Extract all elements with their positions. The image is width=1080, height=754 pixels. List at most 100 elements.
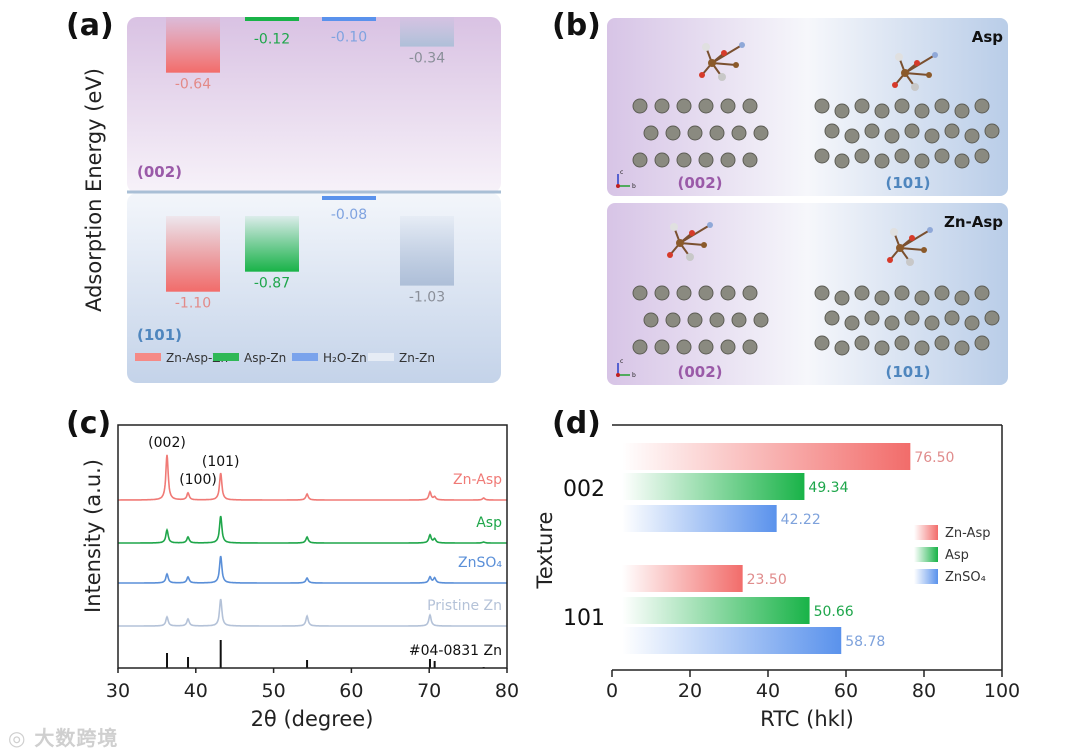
molecule-atom <box>689 230 695 236</box>
zn-atom <box>698 98 714 114</box>
bar-002-Zn-Asp-Zn <box>166 17 220 73</box>
y-axis-label: Adsorption Energy (eV) <box>82 68 106 312</box>
bar-value-label: 76.50 <box>914 450 954 466</box>
zn-atom <box>974 285 990 301</box>
panel-c-xrd: Zn-Asp Asp ZnSO₄ Pristine Zn #04-0831 Zn (002… <box>81 424 519 731</box>
x-tick-label: 40 <box>756 680 780 702</box>
peak-label: (100) <box>179 472 217 488</box>
legend-swatch-Asp <box>914 547 938 562</box>
y-tick-label: 002 <box>563 477 605 502</box>
zn-atom <box>814 98 830 114</box>
molecule-atom <box>670 223 678 231</box>
series-label: Pristine Zn <box>427 598 502 614</box>
zn-atom <box>654 285 670 301</box>
bond <box>711 62 737 66</box>
zn-atom <box>944 123 960 139</box>
zn-atom <box>914 340 930 356</box>
bar-002-Asp <box>622 473 805 500</box>
bar-101-Zn-Asp <box>622 565 743 592</box>
zn-atom <box>824 123 840 139</box>
bar-value-label: 23.50 <box>747 572 787 588</box>
bond <box>904 72 930 76</box>
zn-atom <box>984 310 1000 326</box>
molecule-label: Asp <box>972 28 1004 46</box>
bar-value-label: -1.03 <box>409 290 445 306</box>
zn-atom <box>874 290 890 306</box>
x-axis-label: 2θ (degree) <box>251 707 374 731</box>
x-axis-label: RTC (hkl) <box>760 707 854 731</box>
zn-atom <box>934 335 950 351</box>
molecule-atom <box>702 43 710 51</box>
zn-atom <box>954 153 970 169</box>
y-tick-label: 101 <box>563 606 605 631</box>
axis-c-label: c <box>620 169 623 176</box>
bar-value-label: -0.34 <box>409 51 445 67</box>
zn-atom <box>904 123 920 139</box>
zn-atom <box>720 285 736 301</box>
bar-101-ZnSO₄ <box>622 627 842 654</box>
series-label: ZnSO₄ <box>458 555 502 571</box>
zn-atom <box>844 128 860 144</box>
legend-swatch-H2O-Zn <box>292 353 318 361</box>
molecule-atom <box>733 62 739 68</box>
bar-101-Asp <box>622 597 810 624</box>
panel-b-structures: Asp (002) (101) c b Zn-Asp (002) (101) c b <box>607 18 1008 385</box>
zn-atom <box>834 153 850 169</box>
zn-atom <box>676 152 692 168</box>
x-tick-label: 60 <box>339 680 363 702</box>
series-label: Asp <box>476 515 502 531</box>
zn-atom <box>924 315 940 331</box>
molecule-atom <box>707 222 713 228</box>
bar-value-label: 42.22 <box>781 512 821 528</box>
zn-atom <box>894 285 910 301</box>
x-tick-label: 100 <box>984 680 1020 702</box>
bar-002-H2O-Zn <box>322 17 376 21</box>
legend-swatch-Zn-Zn <box>368 353 394 361</box>
bond <box>679 224 711 244</box>
series-label: Zn-Asp <box>453 472 502 488</box>
legend-label: Zn-Asp-Zn <box>166 351 228 365</box>
zn-atom <box>854 285 870 301</box>
molecule-atom <box>901 69 909 77</box>
zn-atom <box>731 312 747 328</box>
molecule-atom <box>721 50 727 56</box>
legend-label: Zn-Zn <box>399 351 435 365</box>
zn-atom <box>698 339 714 355</box>
zn-atom <box>731 125 747 141</box>
bar-002-ZnSO₄ <box>622 505 777 532</box>
zn-atom <box>834 290 850 306</box>
zn-atom <box>698 285 714 301</box>
x-tick-label: 50 <box>262 680 286 702</box>
zn-atom <box>974 148 990 164</box>
zn-atom <box>632 285 648 301</box>
molecule-atom <box>890 228 898 236</box>
bar-101-Zn-Asp-Zn <box>166 216 220 292</box>
legend-label: Asp-Zn <box>244 351 286 365</box>
molecule-atom <box>892 82 898 88</box>
molecule-label: Zn-Asp <box>944 213 1003 231</box>
bar-101-H2O-Zn <box>322 196 376 200</box>
bar-value-label: -1.10 <box>175 296 211 312</box>
bond <box>904 54 936 74</box>
zn-atom <box>854 148 870 164</box>
zn-atom <box>654 98 670 114</box>
bar-101-Zn-Zn <box>400 216 454 286</box>
zn-atom <box>934 148 950 164</box>
panel-label-c: (c) <box>66 406 112 441</box>
peak-label: (101) <box>202 454 240 470</box>
bar-value-label: 49.34 <box>808 480 848 496</box>
molecule-atom <box>895 53 903 61</box>
y-axis-label: Texture <box>533 512 557 590</box>
x-tick-label: 40 <box>184 680 208 702</box>
x-tick-label: 20 <box>678 680 702 702</box>
zn-atom <box>643 125 659 141</box>
molecule-atom <box>909 235 915 241</box>
zn-atom <box>720 152 736 168</box>
zn-atom <box>814 148 830 164</box>
surface-label-101: (101) <box>885 174 930 192</box>
zn-atom <box>643 312 659 328</box>
molecule-atom <box>699 72 705 78</box>
zn-atom <box>632 98 648 114</box>
molecule-atom <box>906 258 914 266</box>
xrd-trace-0 <box>118 454 507 501</box>
